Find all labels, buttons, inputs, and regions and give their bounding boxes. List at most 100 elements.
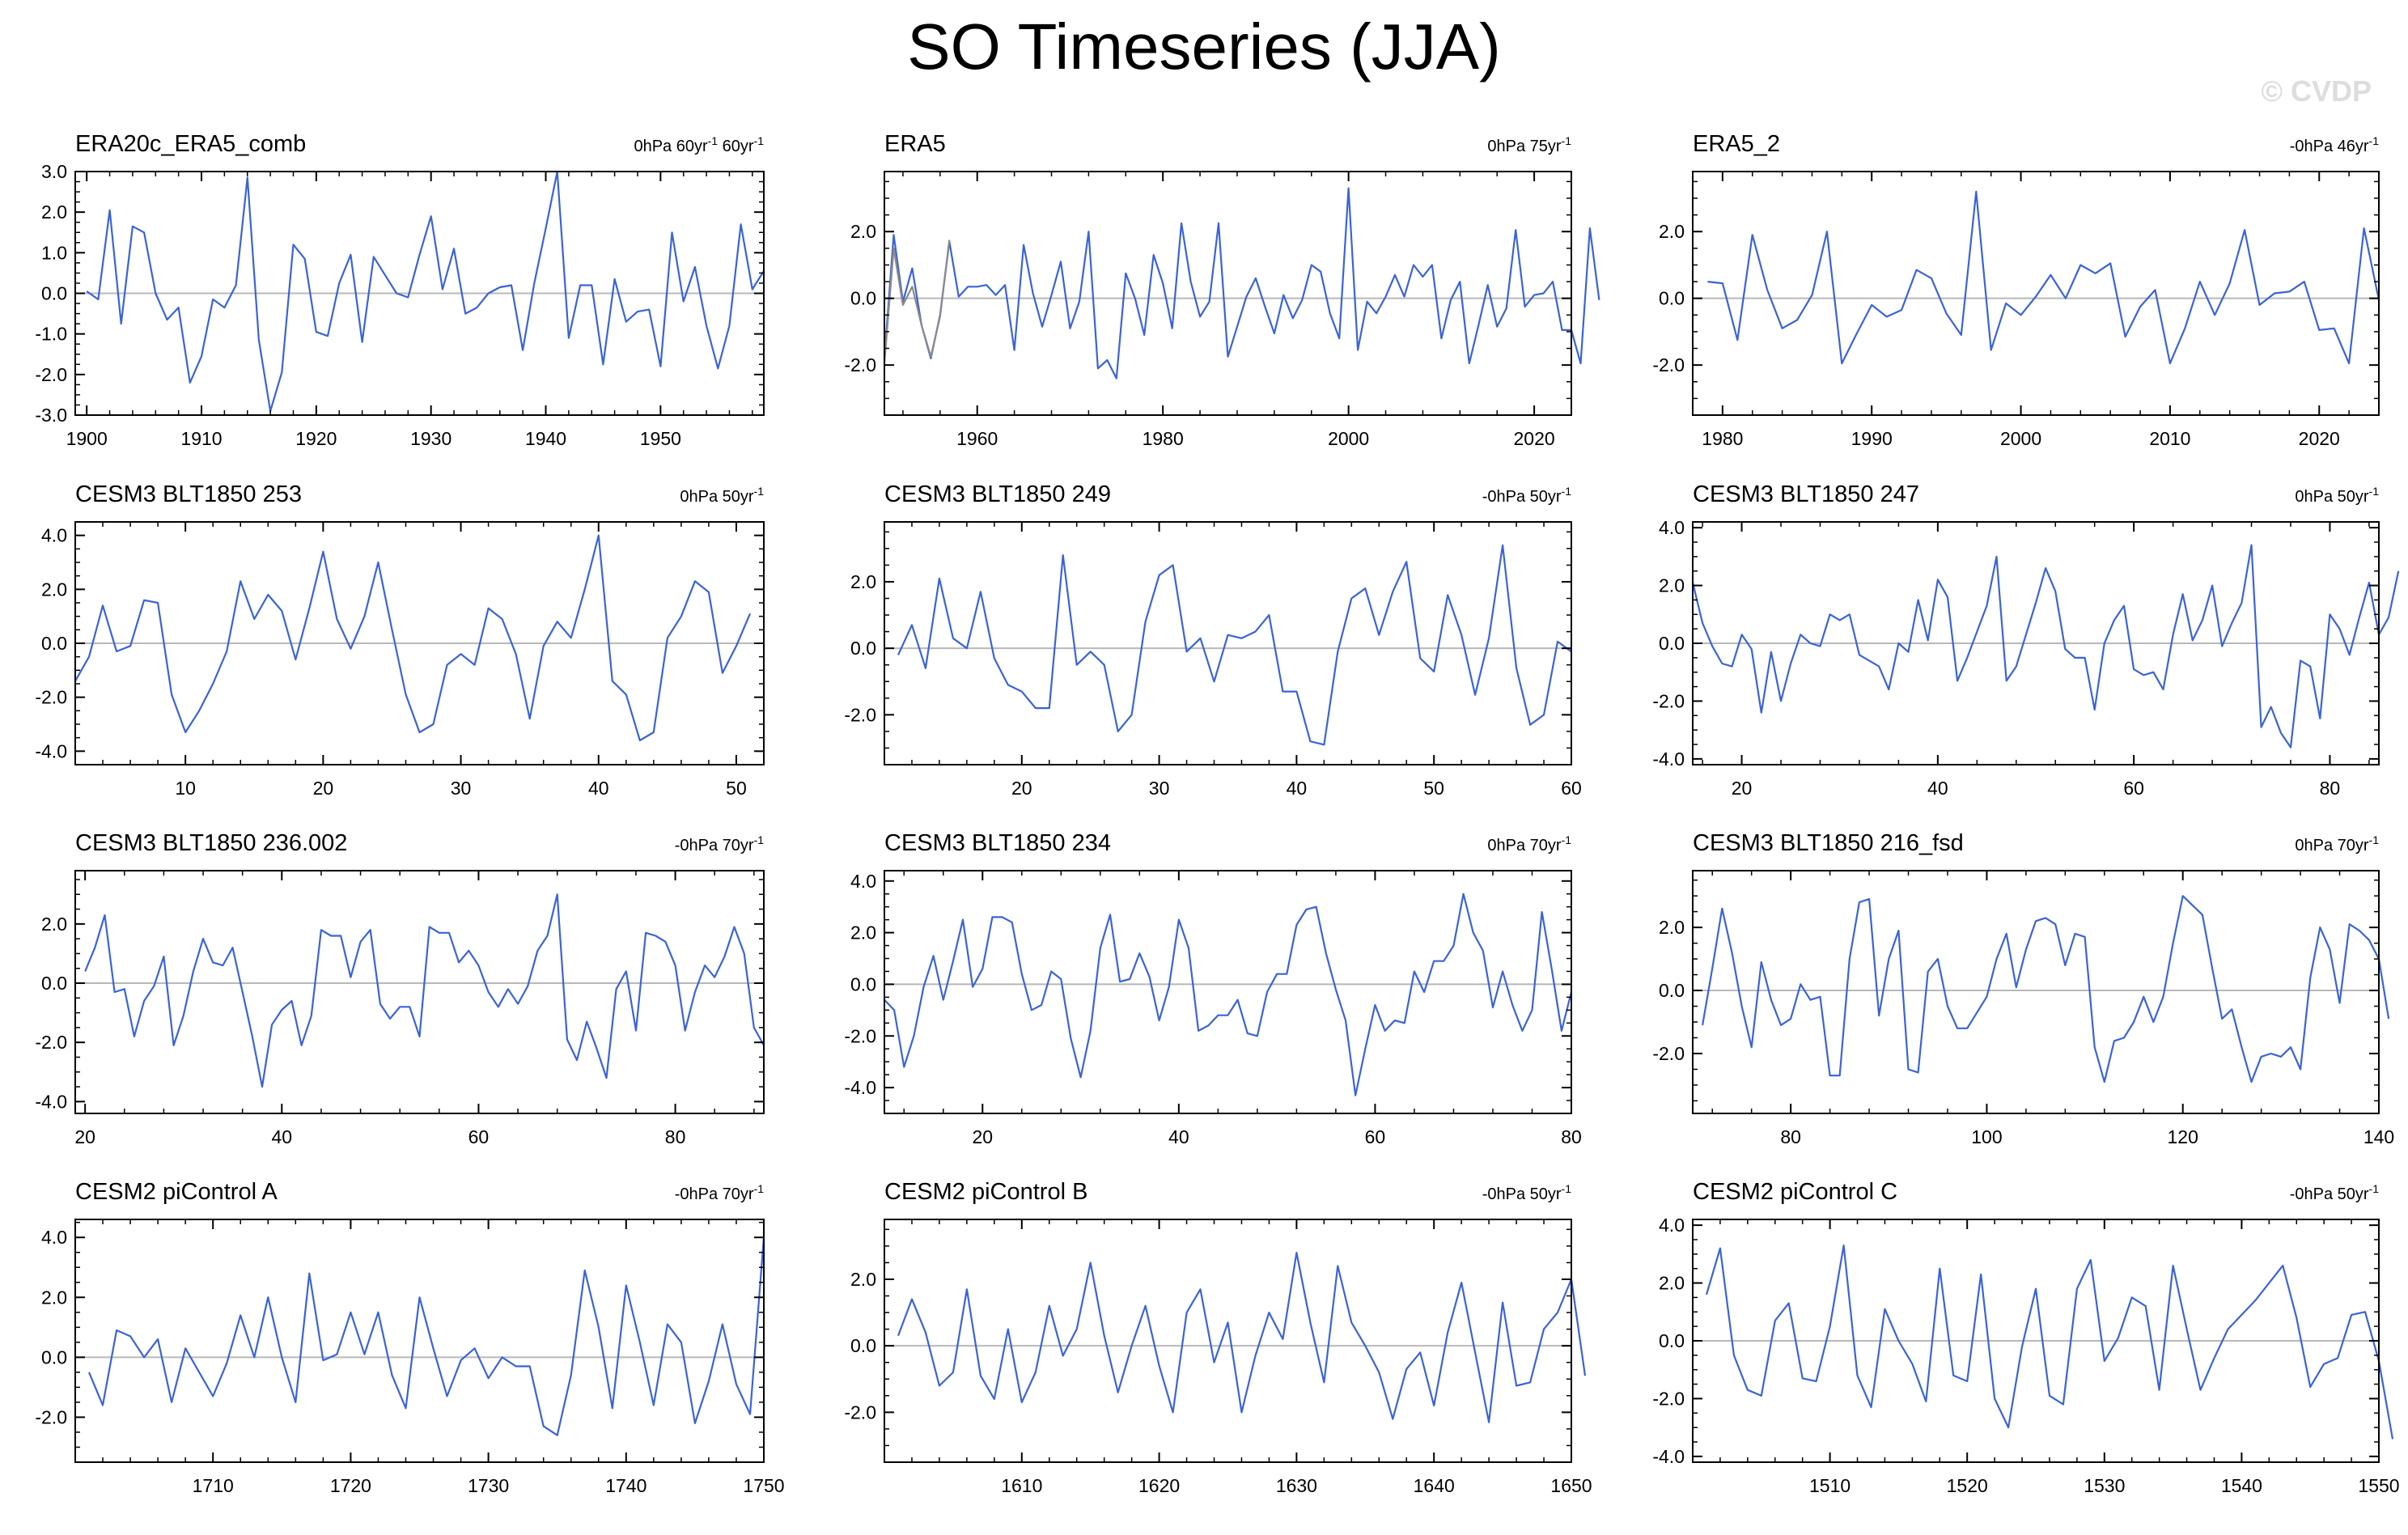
x-tick-label: 140	[2363, 1126, 2394, 1147]
plot-frame	[884, 1219, 1572, 1463]
panel-title: CESM3 BLT1850 249	[884, 481, 1111, 507]
y-tick-label: -4.0	[844, 1077, 876, 1098]
x-tick-label: 40	[1168, 1126, 1189, 1147]
y-tick-label: 2.0	[850, 922, 876, 943]
panel-7: CESM3 BLT1850 236.002 -0hPa 70yr-1 -4.0 -2.…	[35, 830, 765, 1147]
panel-title: ERA5	[884, 131, 946, 157]
panel-5: CESM3 BLT1850 249 -0hPa 50yr-1 -2.0 0.0 2.0 2…	[844, 481, 1581, 799]
x-tick-label: 1650	[1550, 1475, 1592, 1496]
panel-6: CESM3 BLT1850 247 0hPa 50yr-1 -4.0 -2.0 0.0 2…	[1652, 481, 2400, 799]
panel-title: CESM3 BLT1850 247	[1693, 481, 1919, 507]
x-tick-label: 1730	[468, 1475, 509, 1496]
y-tick-label: 2.0	[1659, 575, 1685, 596]
x-tick-label: 1750	[743, 1475, 784, 1496]
y-tick-label: 0.0	[1659, 1330, 1685, 1351]
panel-2: ERA5 0hPa 75yr-1 -2.0 0.0 2.0 1960 1980 2000 202…	[844, 131, 1600, 449]
x-tick-label: 40	[1287, 778, 1308, 799]
x-tick-label: 80	[665, 1126, 686, 1147]
series-line	[84, 893, 765, 1088]
y-tick-label: -4.0	[1652, 1446, 1685, 1467]
x-tick-label: 60	[1365, 1126, 1386, 1147]
x-tick-label: 2000	[2000, 428, 2041, 449]
series-line	[897, 544, 1572, 746]
panel-info: 0hPa 70yr-1	[1487, 833, 1571, 854]
y-tick-label: 2.0	[41, 1287, 67, 1308]
y-tick-label: 2.0	[850, 571, 876, 592]
x-tick-label: 20	[1732, 778, 1753, 799]
x-tick-label: 1920	[295, 428, 337, 449]
panel-title: CESM3 BLT1850 234	[884, 830, 1111, 856]
y-tick-label: 2.0	[41, 914, 67, 935]
x-tick-label: 1520	[1947, 1475, 1988, 1496]
x-tick-label: 1710	[193, 1475, 234, 1496]
x-tick-label: 2020	[2299, 428, 2340, 449]
x-tick-label: 1930	[410, 428, 451, 449]
x-tick-label: 80	[1561, 1126, 1582, 1147]
y-tick-label: 4.0	[41, 525, 67, 546]
panel-title: CESM2 piControl B	[884, 1179, 1087, 1205]
panel-11: CESM2 piControl B -0hPa 50yr-1 -2.0 0.0 2.0 1…	[844, 1179, 1592, 1496]
x-tick-label: 1630	[1276, 1475, 1317, 1496]
y-tick-label: 0.0	[41, 973, 67, 994]
panel-info: 0hPa 60yr-1 60yr-1	[634, 134, 764, 155]
x-tick-label: 1610	[1001, 1475, 1042, 1496]
y-tick-label: 0.0	[850, 638, 876, 659]
y-tick-label: 0.0	[1659, 288, 1685, 309]
x-tick-label: 50	[726, 778, 747, 799]
y-tick-label: 0.0	[850, 1335, 876, 1356]
panel-12: CESM2 piControl C -0hPa 50yr-1 -4.0 -2.0 0.0…	[1652, 1179, 2399, 1496]
x-tick-label: 80	[2320, 778, 2341, 799]
panel-title: ERA20c_ERA5_comb	[75, 131, 306, 157]
plot-frame	[1692, 870, 2380, 1114]
y-tick-label: -2.0	[1652, 1388, 1685, 1409]
y-tick-label: 2.0	[1659, 917, 1685, 938]
x-tick-label: 20	[972, 1126, 993, 1147]
panel-info: -0hPa 50yr-1	[1482, 1182, 1572, 1203]
x-tick-label: 40	[588, 778, 609, 799]
x-tick-label: 1740	[605, 1475, 647, 1496]
y-tick-label: -2.0	[1652, 690, 1685, 711]
y-tick-label: -4.0	[1652, 748, 1685, 770]
plot-frame	[74, 1219, 765, 1463]
series-line	[897, 1251, 1587, 1423]
panel-info: 0hPa 50yr-1	[680, 485, 764, 506]
y-tick-label: -2.0	[1652, 1043, 1685, 1064]
x-tick-label: 30	[451, 778, 472, 799]
y-tick-label: -2.0	[844, 1401, 876, 1423]
y-tick-label: 4.0	[1659, 517, 1685, 538]
panel-info: 0hPa 50yr-1	[2295, 485, 2379, 506]
y-tick-label: -2.0	[844, 1025, 876, 1046]
y-tick-label: 1.0	[41, 242, 67, 263]
y-tick-label: 0.0	[41, 1346, 67, 1368]
x-tick-label: 50	[1423, 778, 1444, 799]
x-tick-label: 1910	[180, 428, 222, 449]
x-tick-label: 100	[1971, 1126, 2002, 1147]
x-tick-label: 1640	[1414, 1475, 1455, 1496]
x-tick-label: 40	[1927, 778, 1948, 799]
x-tick-label: 1950	[640, 428, 681, 449]
y-tick-label: -2.0	[35, 364, 67, 385]
y-tick-label: 2.0	[41, 201, 67, 223]
y-tick-label: 2.0	[41, 579, 67, 600]
panel-4: CESM3 BLT1850 253 0hPa 50yr-1 -4.0 -2.0 0.0 2…	[35, 481, 765, 799]
y-tick-label: -2.0	[35, 1032, 67, 1053]
y-tick-label: 2.0	[850, 1269, 876, 1290]
panel-8: CESM3 BLT1850 234 0hPa 70yr-1 -4.0 -2.0 0.0 2…	[844, 830, 1581, 1147]
x-tick-label: 60	[2123, 778, 2144, 799]
y-tick-label: -2.0	[844, 354, 876, 375]
x-tick-label: 1990	[1851, 428, 1893, 449]
x-tick-label: 1530	[2084, 1475, 2125, 1496]
x-tick-label: 1980	[1143, 428, 1184, 449]
panel-info: -0hPa 50yr-1	[1482, 485, 1572, 506]
y-tick-label: 4.0	[41, 1227, 67, 1248]
x-tick-label: 1940	[525, 428, 566, 449]
series-line	[1702, 895, 2390, 1083]
y-tick-label: 0.0	[1659, 633, 1685, 654]
x-tick-label: 1720	[330, 1475, 371, 1496]
series-line	[1691, 544, 2400, 748]
y-tick-label: 4.0	[1659, 1215, 1685, 1236]
x-tick-label: 60	[1561, 778, 1582, 799]
y-tick-label: -1.0	[35, 324, 67, 345]
plot-frame	[884, 171, 1572, 416]
